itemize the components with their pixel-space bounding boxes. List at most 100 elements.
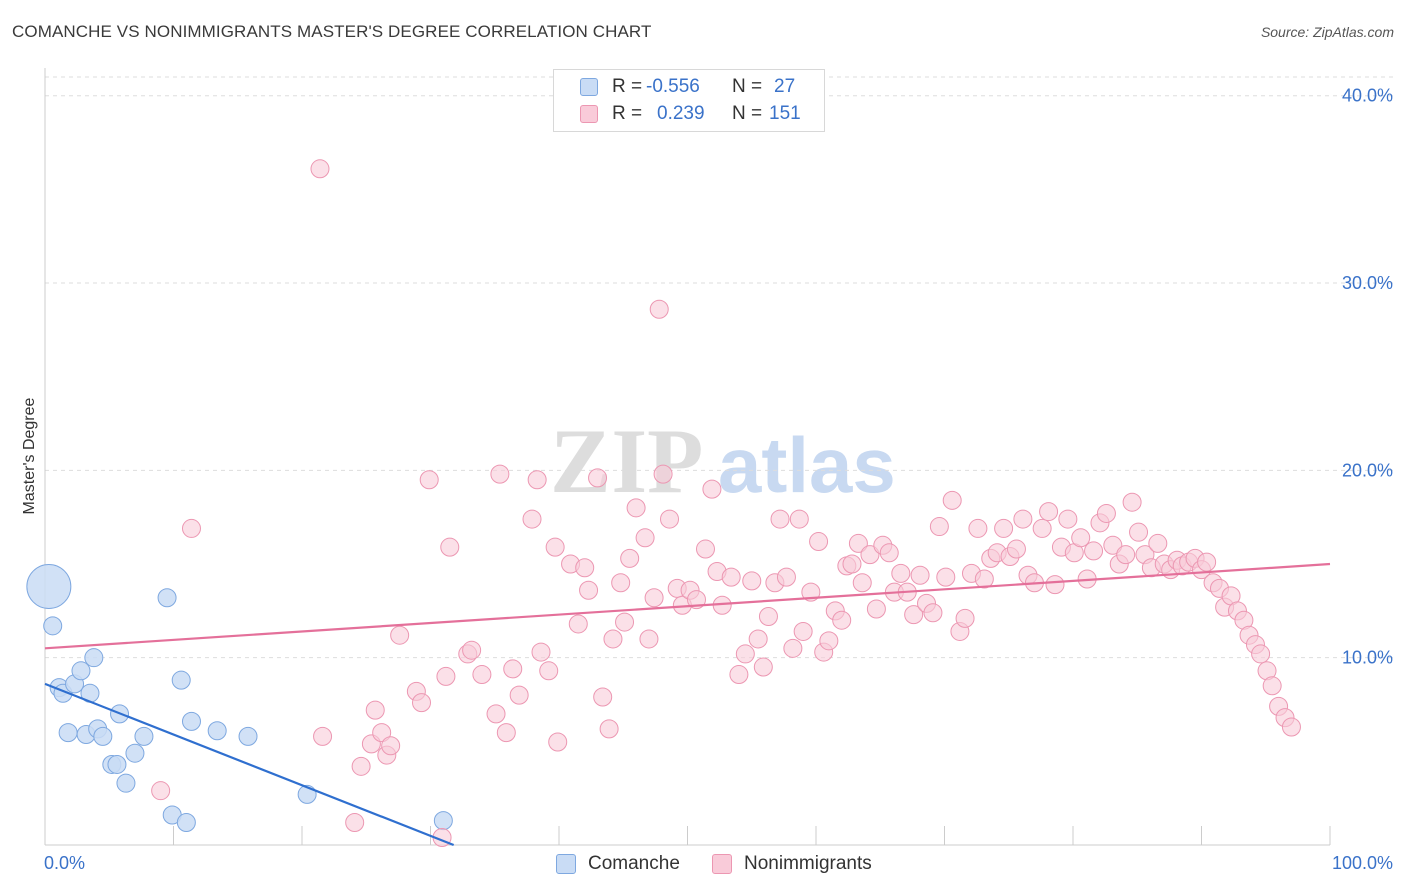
nonimmigrants-point	[381, 736, 401, 756]
nonimmigrants-point	[635, 528, 655, 548]
nonimmigrants-point	[721, 567, 741, 587]
nonimmigrants-point	[1058, 509, 1078, 529]
comanche-point	[107, 754, 127, 774]
nonimmigrants-point	[548, 732, 568, 752]
nonimmigrants-point	[1006, 539, 1026, 559]
nonimmigrants-point	[994, 518, 1014, 538]
y-tick-label: 40.0%	[1342, 86, 1393, 106]
comanche-point	[93, 726, 113, 746]
nonimmigrants-point	[852, 573, 872, 593]
comanche-points	[26, 564, 453, 833]
nonimmigrants-point	[568, 614, 588, 634]
comanche-point	[181, 711, 201, 731]
trend-lines	[44, 562, 1331, 847]
watermark-atlas: atlas	[718, 421, 896, 509]
nonimmigrants-point	[1116, 545, 1136, 565]
nonimmigrants-point	[842, 554, 862, 574]
nonimmigrants-point	[539, 661, 559, 681]
comanche-point	[84, 648, 104, 668]
nonimmigrants-point	[419, 470, 439, 490]
nonimmigrants-point	[758, 606, 778, 626]
nonimmigrants-point	[653, 464, 673, 484]
legend-row-comanche: R = -0.556 N = 27	[554, 75, 824, 99]
nonimmigrants-point	[531, 642, 551, 662]
nonimmigrants-point	[848, 533, 868, 553]
nonimmigrants-point	[729, 665, 749, 685]
nonimmigrants-trend-line	[44, 562, 1331, 650]
nonimmigrants-point	[579, 580, 599, 600]
legend-r-value: -0.556	[646, 76, 700, 97]
y-tick-label: 20.0%	[1342, 460, 1393, 480]
nonimmigrants-point	[753, 657, 773, 677]
nonimmigrants-point	[968, 518, 988, 538]
nonimmigrants-point	[486, 704, 506, 724]
nonimmigrants-point	[1197, 552, 1217, 572]
comanche-point	[125, 743, 145, 763]
nonimmigrants-point	[1122, 492, 1142, 512]
nonimmigrants-point	[462, 640, 482, 660]
legend-r-value: 0.239	[657, 103, 705, 124]
chart-title: COMANCHE VS NONIMMIGRANTS MASTER'S DEGRE…	[12, 22, 652, 41]
nonimmigrants-point	[1129, 522, 1149, 542]
comanche-point	[116, 773, 136, 793]
comanche-point	[26, 564, 72, 610]
nonimmigrants-point	[1148, 533, 1168, 553]
comanche-point	[157, 588, 177, 608]
nonimmigrants-point	[801, 582, 821, 602]
x-tick-label-max: 100.0%	[1332, 853, 1393, 873]
comanche-point	[58, 723, 78, 743]
nonimmigrants-point	[390, 625, 410, 645]
nonimmigrants-swatch	[712, 854, 732, 874]
nonimmigrants-point	[1096, 503, 1116, 523]
nonimmigrants-point	[503, 659, 523, 679]
nonimmigrants-point	[365, 700, 385, 720]
nonimmigrants-point	[748, 629, 768, 649]
y-tick-label: 30.0%	[1342, 273, 1393, 293]
source-label: Source: ZipAtlas.com	[1260, 24, 1394, 40]
nonimmigrants-point	[611, 573, 631, 593]
legend-row-nonimmigrants: R = 0.239 N = 151	[554, 102, 824, 126]
nonimmigrants-point	[1071, 528, 1091, 548]
legend-r-label: R =	[612, 76, 643, 97]
axes	[44, 68, 1331, 846]
comanche-legend-label: Comanche	[588, 853, 680, 874]
comanche-trend-line	[44, 682, 455, 847]
nonimmigrants-point	[1032, 518, 1052, 538]
watermark-zip: ZIP	[550, 410, 703, 512]
nonimmigrants-point	[974, 569, 994, 589]
comanche-point	[207, 721, 227, 741]
nonimmigrants-point	[735, 644, 755, 664]
nonimmigrants-point	[860, 545, 880, 565]
nonimmigrants-point	[545, 537, 565, 557]
nonimmigrants-point	[942, 490, 962, 510]
nonimmigrants-point	[809, 532, 829, 552]
nonimmigrants-point	[151, 781, 171, 801]
nonimmigrants-point	[929, 517, 949, 537]
comanche-point	[43, 616, 63, 636]
nonimmigrants-point	[742, 571, 762, 591]
nonimmigrants-legend-label: Nonimmigrants	[744, 853, 872, 874]
nonimmigrants-point	[891, 563, 911, 583]
nonimmigrants-point	[660, 509, 680, 529]
nonimmigrants-point	[620, 548, 640, 568]
legend-swatch-nonimmigrants	[580, 105, 598, 123]
comanche-point	[238, 726, 258, 746]
nonimmigrants-point	[783, 638, 803, 658]
nonimmigrants-point	[955, 608, 975, 628]
y-tick-label: 10.0%	[1342, 648, 1393, 668]
nonimmigrants-point	[923, 603, 943, 623]
legend-n-label: N =	[732, 103, 763, 124]
nonimmigrants-point	[1045, 575, 1065, 595]
nonimmigrants-point	[832, 610, 852, 630]
y-axis-label: Master's Degree	[21, 397, 38, 514]
nonimmigrants-point	[879, 543, 899, 563]
legend-n-value: 27	[774, 76, 796, 97]
nonimmigrants-point	[527, 470, 547, 490]
nonimmigrants-point	[904, 605, 924, 625]
nonimmigrants-point	[522, 509, 542, 529]
nonimmigrants-point	[599, 719, 619, 739]
nonimmigrants-point	[1013, 509, 1033, 529]
nonimmigrants-point	[695, 539, 715, 559]
nonimmigrants-point	[496, 723, 516, 743]
